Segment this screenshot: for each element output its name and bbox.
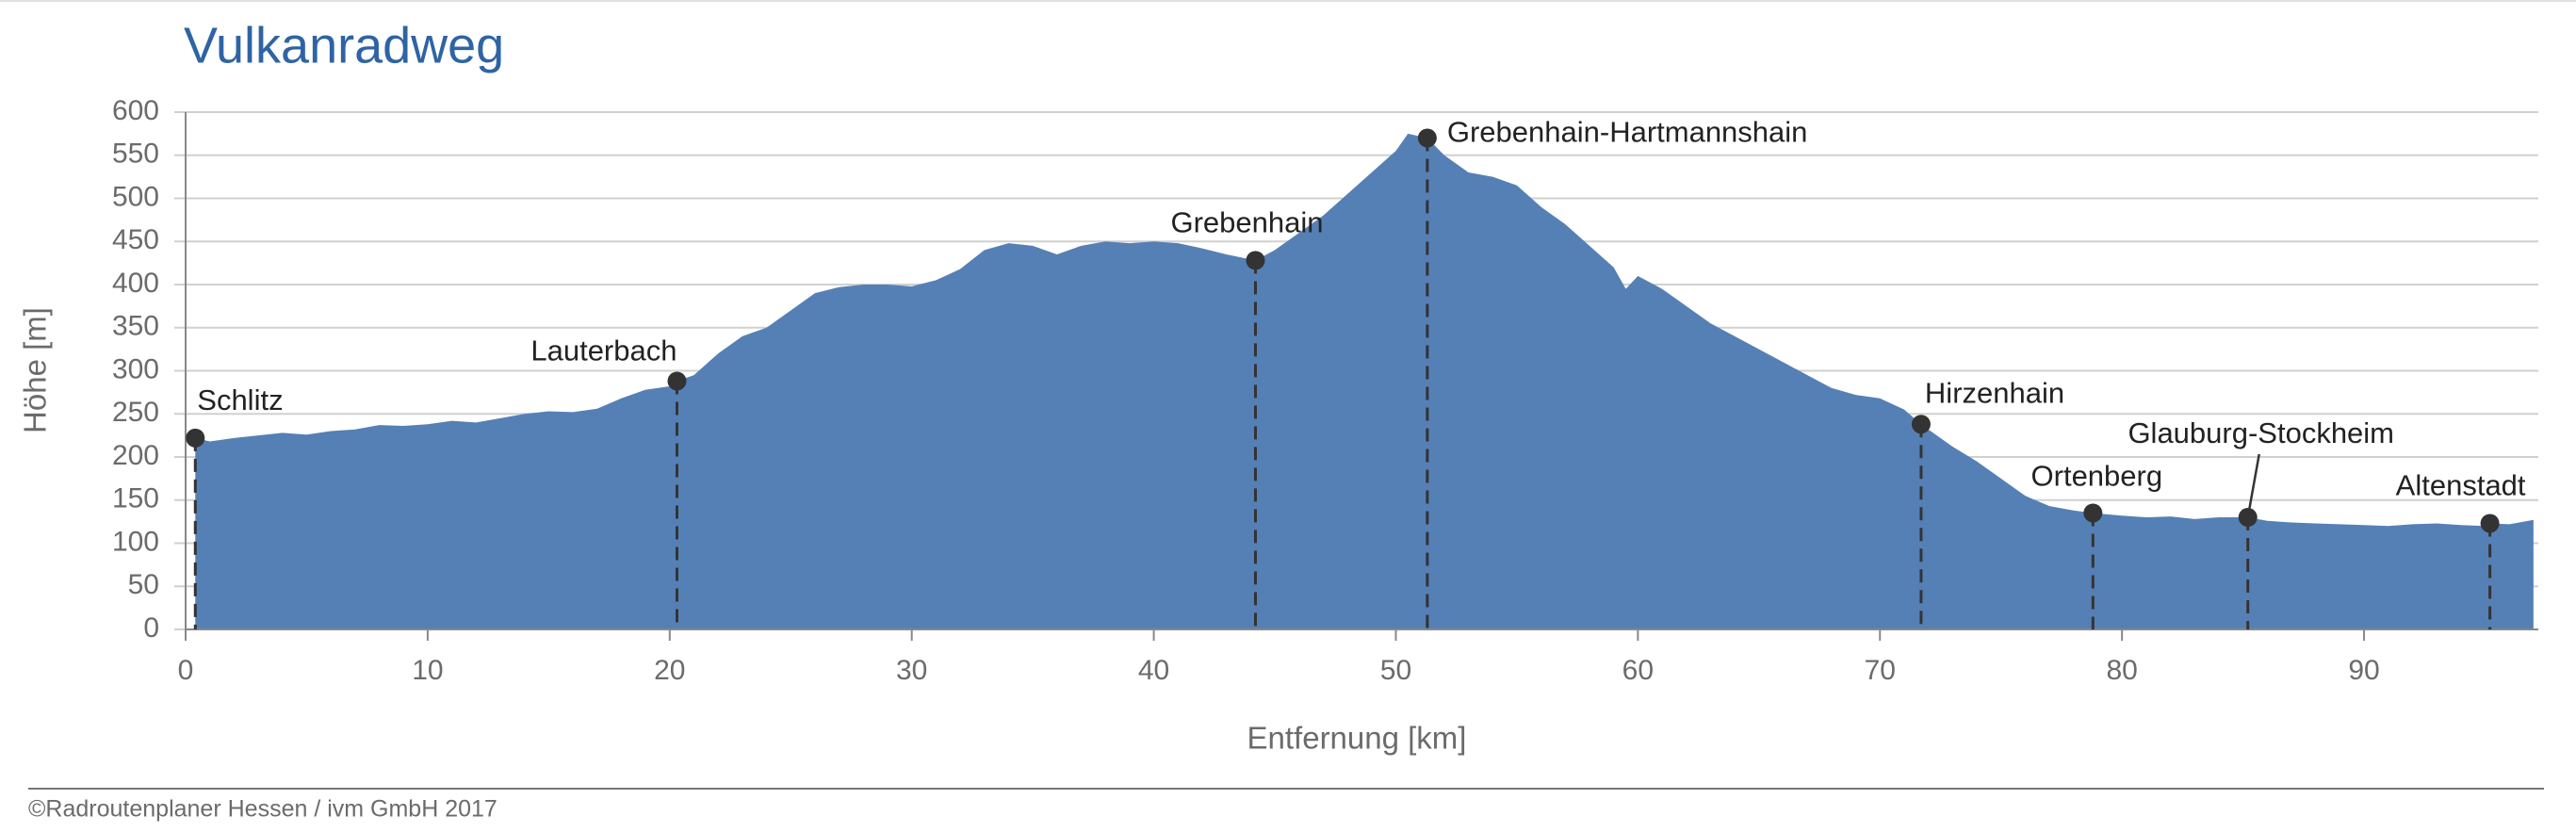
y-tick-label: 0 bbox=[143, 612, 159, 644]
leader-line bbox=[2246, 453, 2260, 518]
y-axis-label: Höhe [m] bbox=[18, 307, 53, 433]
y-tick-label: 550 bbox=[112, 139, 159, 170]
y-tick-label: 100 bbox=[112, 526, 159, 557]
x-tick-label: 80 bbox=[2106, 655, 2137, 686]
x-tick-label: 30 bbox=[896, 655, 927, 686]
marker-dot bbox=[2238, 508, 2258, 528]
marker-label: Schlitz bbox=[197, 383, 283, 416]
x-tick-label: 10 bbox=[412, 655, 443, 686]
x-tick-label: 20 bbox=[654, 655, 685, 686]
y-tick-label: 400 bbox=[112, 268, 159, 299]
marker-dot bbox=[1246, 251, 1265, 270]
marker-label: Grebenhain-Hartmannshain bbox=[1447, 116, 1808, 149]
marker-label: Glauburg-Stockheim bbox=[2128, 416, 2394, 449]
x-tick-label: 70 bbox=[1865, 655, 1896, 686]
x-tick-label: 50 bbox=[1380, 655, 1411, 686]
y-tick-label: 50 bbox=[128, 569, 159, 600]
y-tick-label: 350 bbox=[112, 311, 159, 342]
y-tick-label: 300 bbox=[112, 353, 159, 384]
marker-dot bbox=[1911, 415, 1931, 434]
elevation-area bbox=[195, 133, 2534, 629]
y-tick-label: 250 bbox=[112, 397, 159, 428]
y-tick-label: 500 bbox=[112, 181, 159, 212]
marker-dot bbox=[1417, 128, 1437, 148]
x-tick-label: 60 bbox=[1622, 655, 1654, 686]
y-tick-label: 600 bbox=[112, 95, 159, 126]
chart-title: Vulkanradweg bbox=[184, 17, 504, 73]
y-tick-label: 150 bbox=[112, 483, 159, 514]
x-tick-label: 40 bbox=[1138, 655, 1169, 686]
x-tick-label: 90 bbox=[2348, 655, 2379, 686]
marker-dot bbox=[2480, 514, 2500, 533]
marker-dot bbox=[2083, 503, 2103, 523]
marker-label: Ortenberg bbox=[2031, 460, 2163, 493]
marker-dot bbox=[667, 371, 687, 391]
marker-label: Grebenhain bbox=[1170, 206, 1323, 239]
footer: ©Radroutenplaner Hessen / ivm GmbH 2017 bbox=[28, 796, 497, 823]
marker-label: Lauterbach bbox=[530, 334, 677, 367]
y-tick-label: 450 bbox=[112, 224, 159, 255]
x-axis-label: Entfernung [km] bbox=[1247, 721, 1467, 756]
x-tick-label: 0 bbox=[178, 655, 194, 686]
marker-dot bbox=[186, 428, 205, 448]
y-tick-label: 200 bbox=[112, 440, 159, 471]
marker-label: Altenstadt bbox=[2396, 469, 2526, 502]
marker-label: Hirzenhain bbox=[1925, 376, 2064, 409]
